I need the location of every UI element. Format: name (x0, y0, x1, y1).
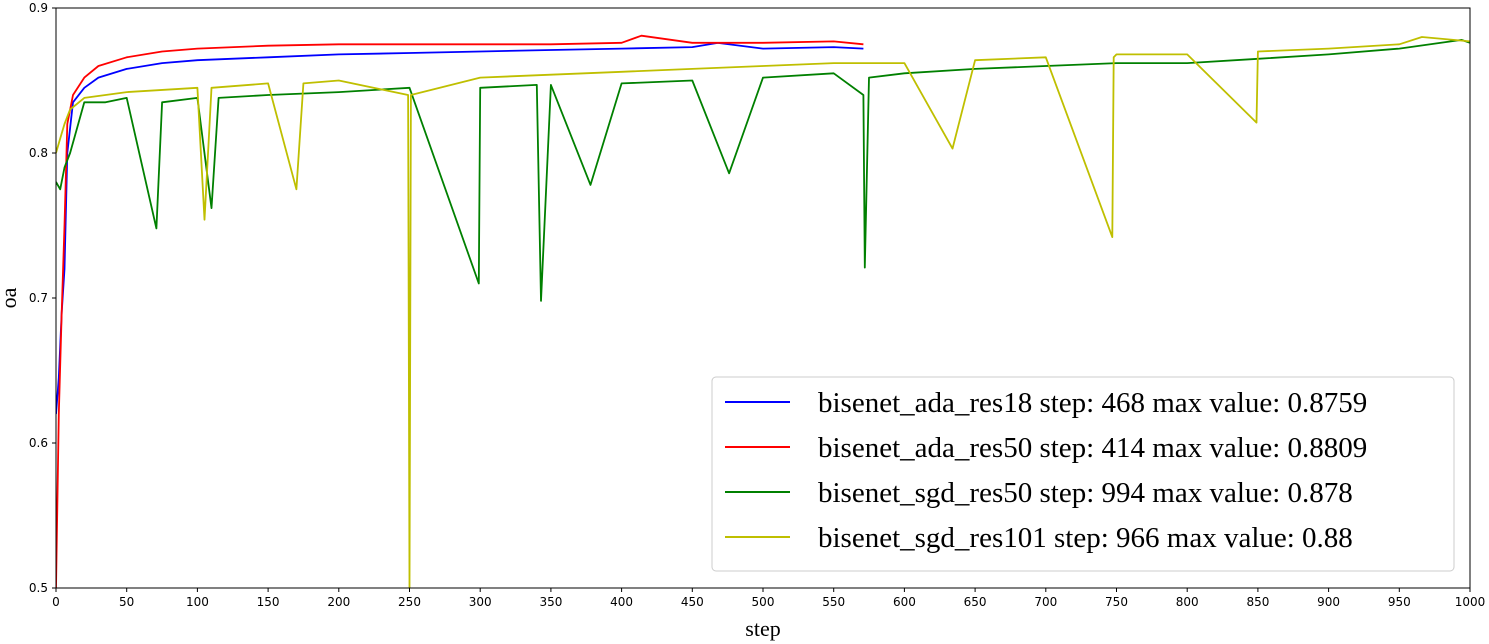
x-tick-label: 300 (469, 595, 492, 609)
series-line-2 (56, 34, 864, 588)
x-tick-label: 950 (1388, 595, 1411, 609)
y-axis: 0.5 0.6 0.7 0.8 0.9 (29, 1, 56, 595)
x-tick-label: 1000 (1455, 595, 1486, 609)
legend-label: bisenet_ada_res18 step: 468 max value: 0… (818, 387, 1367, 419)
series-line-3 (56, 39, 1470, 302)
legend: bisenet_ada_res18 step: 468 max value: 0… (711, 376, 1455, 572)
legend-label: bisenet_sgd_res50 step: 994 max value: 0… (818, 477, 1353, 509)
series-line-4 (56, 36, 1470, 588)
x-tick-label: 50 (119, 595, 134, 609)
x-tick-label: 100 (186, 595, 209, 609)
x-axis-title: step (745, 616, 780, 641)
y-tick-label: 0.8 (29, 146, 48, 160)
y-tick-label: 0.7 (29, 291, 48, 305)
x-tick-label: 250 (398, 595, 421, 609)
y-axis-title: oa (0, 287, 21, 308)
x-tick-label: 450 (681, 595, 704, 609)
x-tick-label: 500 (752, 595, 775, 609)
x-axis: 0 50 100 150 200 250 300 350 400 450 500 550 600 650 7… (52, 588, 1485, 609)
x-tick-label: 850 (1246, 595, 1269, 609)
x-tick-label: 200 (327, 595, 350, 609)
x-tick-label: 150 (257, 595, 280, 609)
x-tick-label: 800 (1176, 595, 1199, 609)
series-layer (56, 34, 1470, 588)
legend-box (711, 376, 1455, 572)
series-line-1 (56, 42, 864, 415)
x-tick-label: 700 (1034, 595, 1057, 609)
legend-label: bisenet_ada_res50 step: 414 max value: 0… (818, 432, 1367, 464)
x-tick-label: 400 (610, 595, 633, 609)
x-tick-label: 0 (52, 595, 60, 609)
x-tick-label: 650 (964, 595, 987, 609)
legend-label: bisenet_sgd_res101 step: 966 max value: … (818, 522, 1353, 554)
x-tick-label: 350 (539, 595, 562, 609)
x-tick-label: 550 (822, 595, 845, 609)
x-tick-label: 750 (1105, 595, 1128, 609)
y-tick-label: 0.6 (29, 436, 48, 450)
x-tick-label: 900 (1317, 595, 1340, 609)
x-tick-label: 600 (893, 595, 916, 609)
y-tick-label: 0.5 (29, 581, 48, 595)
y-tick-label: 0.9 (29, 1, 48, 15)
